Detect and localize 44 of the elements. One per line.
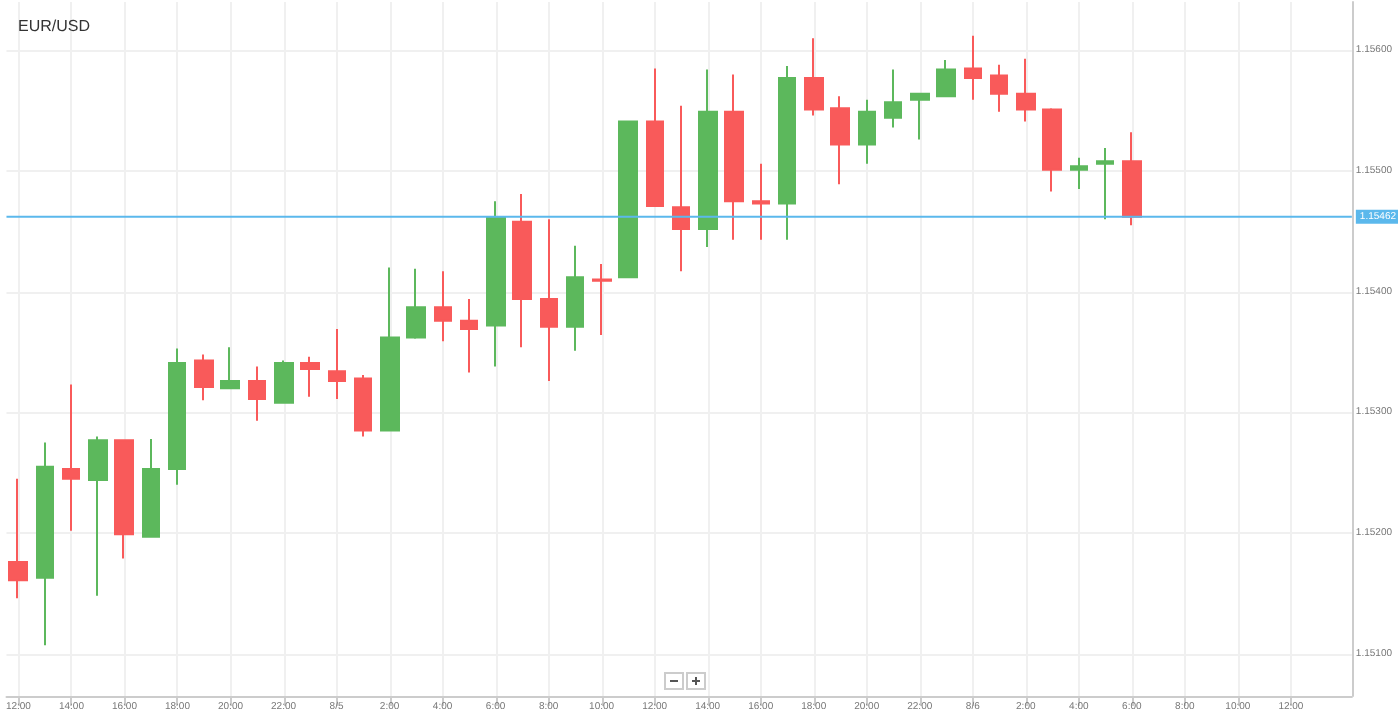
candlestick: [646, 67, 664, 207]
candlestick: [910, 92, 930, 141]
candlestick: [698, 68, 718, 249]
text: EUR/USD: [18, 17, 91, 35]
candlestick: [964, 34, 982, 101]
candlestick: [1096, 147, 1114, 221]
candlestick: [830, 95, 850, 186]
candlestick: [36, 441, 54, 647]
candlestick: [300, 355, 320, 398]
candlestick: [114, 439, 134, 560]
candlestick: [512, 192, 532, 349]
candlestick: [88, 435, 108, 597]
candlestick: [354, 373, 372, 438]
candlestick: [406, 267, 426, 340]
candlestick: [672, 104, 690, 273]
candlestick: [1016, 57, 1036, 123]
candlestick: [1070, 156, 1088, 191]
candlestick: [8, 477, 28, 600]
candlestick: [752, 162, 770, 241]
candlestick: [724, 73, 744, 241]
candlestick: [884, 68, 902, 129]
candlestick: [274, 359, 294, 404]
candlestick: [380, 266, 400, 432]
candlestick: [804, 37, 824, 117]
candlestick: [194, 353, 214, 402]
candlestick: [434, 270, 452, 343]
candlestick: [248, 365, 266, 422]
candlestick: [540, 218, 558, 382]
candlestick: [168, 347, 186, 486]
candlestick: [220, 346, 240, 390]
candlestick: [778, 64, 796, 241]
candlestick: [858, 98, 876, 165]
candlestick: [618, 120, 638, 279]
candlestick: [1122, 131, 1142, 227]
candlestick: [936, 58, 956, 98]
candlestick: [142, 437, 160, 538]
candlestick: [486, 200, 506, 368]
candlestick: [62, 383, 80, 532]
candlestick: [460, 297, 478, 374]
candlestick: [566, 244, 584, 352]
candlestick: [990, 63, 1008, 113]
candlestick: [592, 262, 612, 337]
candlestick: [328, 328, 346, 401]
candlestick: [1042, 107, 1062, 193]
